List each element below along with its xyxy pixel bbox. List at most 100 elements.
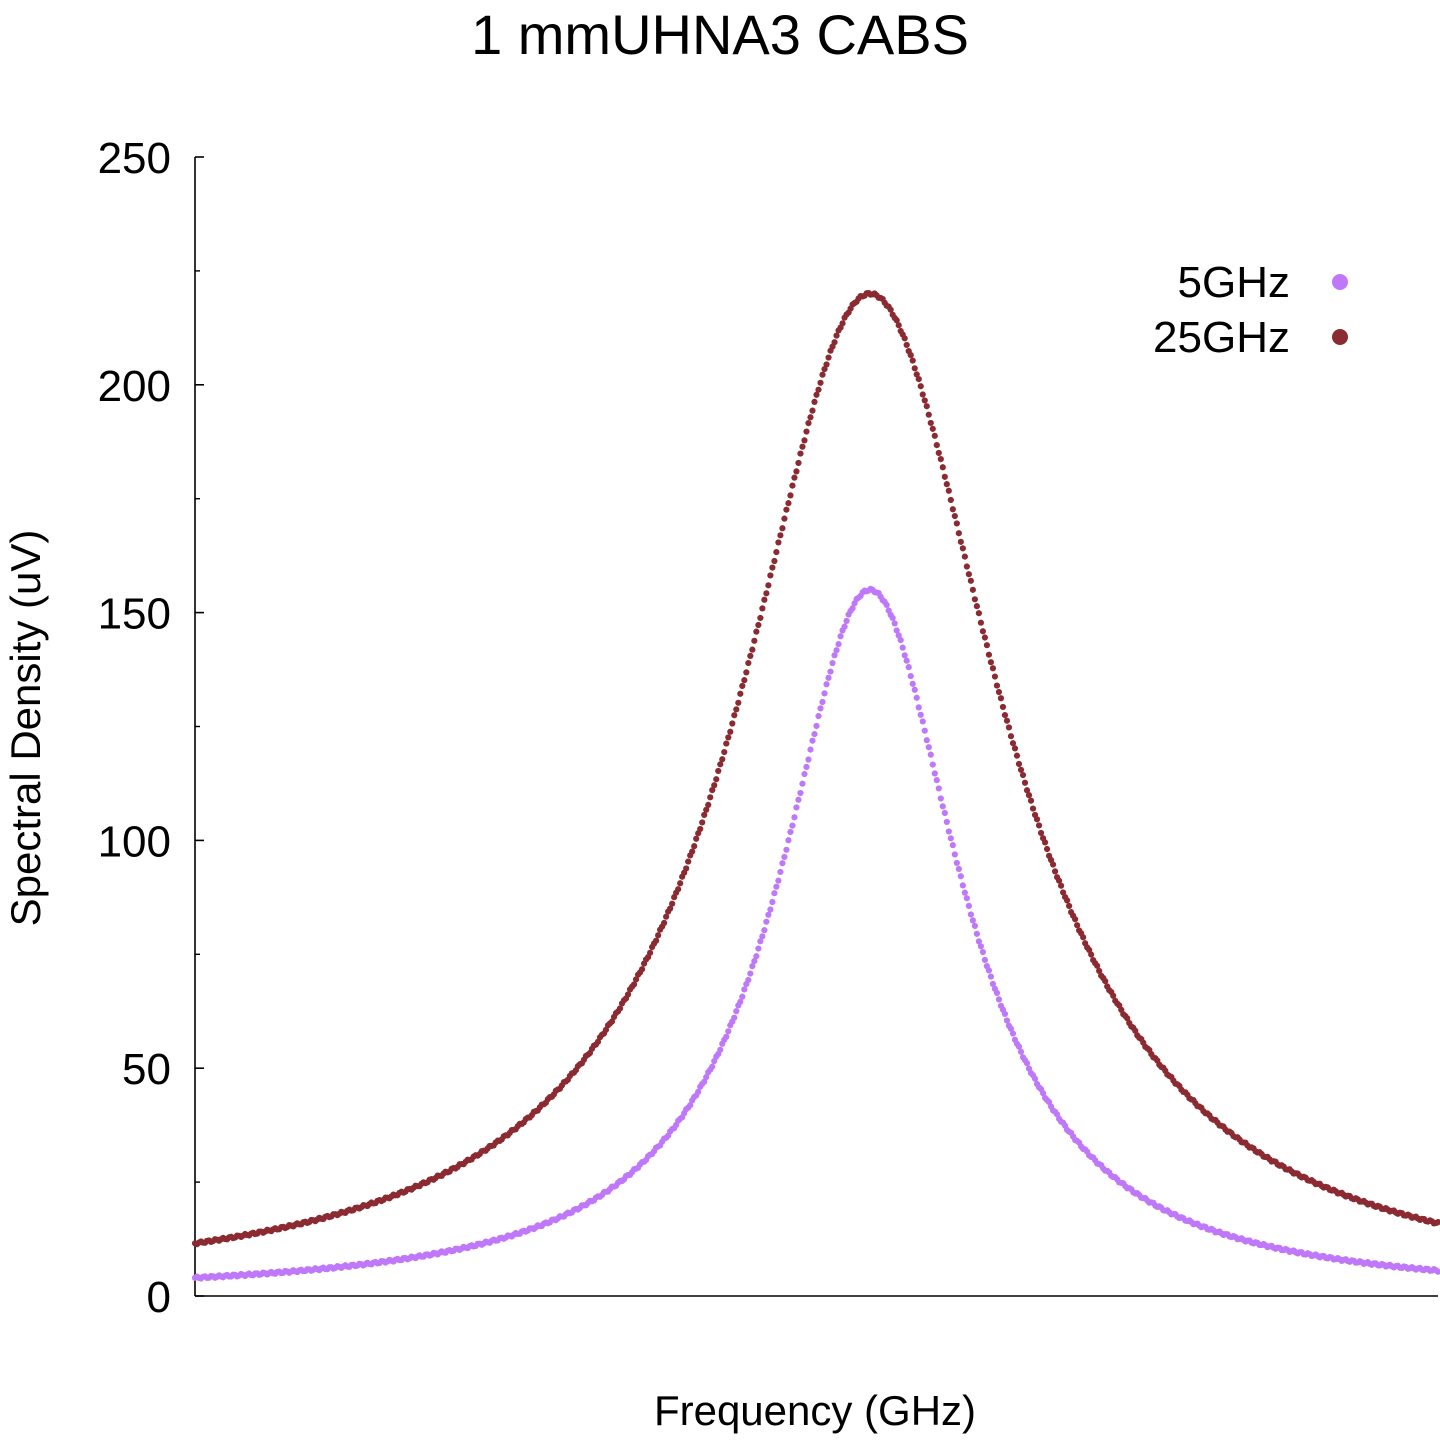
y-ticks: 0 50 100 150 200 250 — [98, 134, 204, 1322]
data-point — [1011, 745, 1019, 752]
data-point — [1057, 882, 1065, 889]
data-point — [979, 628, 987, 635]
data-point — [989, 980, 997, 988]
data-point — [721, 748, 728, 756]
data-point — [895, 632, 902, 639]
data-point — [1088, 951, 1095, 958]
data-point — [925, 744, 932, 751]
data-point — [1007, 733, 1015, 740]
data-point — [933, 442, 940, 449]
data-point — [791, 474, 798, 481]
data-point — [697, 825, 704, 833]
data-point — [893, 317, 900, 324]
data-point — [727, 728, 734, 735]
data-point — [801, 437, 808, 444]
data-point — [1003, 717, 1011, 724]
data-point — [711, 782, 718, 789]
data-point — [779, 525, 786, 532]
data-point — [923, 403, 930, 410]
data-point — [911, 365, 918, 372]
data-point — [957, 873, 964, 880]
data-point — [931, 770, 938, 777]
data-point — [991, 673, 999, 680]
legend-marker — [1332, 274, 1348, 290]
data-point — [1051, 868, 1059, 875]
data-point — [965, 571, 972, 578]
data-point — [803, 763, 810, 771]
data-point — [1009, 740, 1017, 747]
data-point — [785, 837, 792, 844]
data-point — [797, 450, 804, 457]
data-point — [687, 1102, 694, 1109]
data-point — [949, 506, 956, 513]
data-point — [799, 443, 806, 450]
data-point — [945, 828, 952, 835]
data-point — [889, 614, 896, 622]
data-point — [1009, 1030, 1017, 1037]
data-point — [791, 814, 798, 821]
data-point — [809, 737, 816, 744]
data-point — [723, 1033, 730, 1040]
data-point — [1434, 1268, 1440, 1275]
data-point — [819, 698, 826, 706]
data-point — [685, 858, 692, 865]
data-point — [883, 601, 890, 608]
data-point — [729, 720, 736, 727]
data-point — [1055, 877, 1063, 884]
data-point — [713, 776, 720, 783]
data-point — [887, 306, 894, 313]
data-point — [913, 371, 920, 378]
data-point — [807, 746, 814, 753]
data-point — [1015, 760, 1023, 768]
data-point — [937, 455, 944, 463]
data-point — [781, 515, 788, 522]
data-point — [909, 680, 916, 687]
data-point — [1025, 792, 1033, 799]
data-point — [693, 835, 700, 842]
data-point — [929, 761, 936, 768]
y-tick-label: 150 — [98, 590, 171, 639]
data-point — [823, 681, 830, 688]
data-point — [833, 332, 840, 339]
data-point — [995, 996, 1003, 1003]
data-point — [827, 668, 834, 675]
data-point — [787, 492, 794, 499]
data-point — [1023, 787, 1031, 794]
series-25GHz — [191, 290, 1440, 1248]
data-point — [959, 882, 966, 889]
data-point — [769, 564, 776, 571]
y-tick-label: 50 — [122, 1045, 171, 1094]
data-point — [747, 652, 754, 660]
data-point — [977, 943, 985, 950]
data-point — [717, 761, 724, 768]
y-tick-label: 250 — [98, 134, 171, 183]
data-point — [957, 538, 964, 545]
data-point — [787, 828, 794, 836]
data-point — [891, 620, 898, 627]
data-point — [927, 751, 934, 758]
data-point — [1039, 1090, 1047, 1097]
data-point — [943, 481, 950, 488]
data-point — [849, 605, 856, 612]
data-point — [935, 449, 942, 457]
data-point — [1021, 779, 1029, 786]
data-point — [767, 906, 774, 913]
data-point — [939, 803, 946, 810]
data-point — [1001, 1010, 1009, 1018]
data-point — [749, 646, 756, 653]
data-point — [831, 339, 838, 346]
data-point — [1102, 977, 1109, 985]
data-point — [759, 605, 766, 612]
data-point — [757, 614, 764, 622]
data-point — [993, 989, 1001, 997]
data-point — [963, 895, 970, 902]
y-tick-label: 200 — [98, 362, 171, 411]
data-point — [977, 619, 985, 626]
data-point — [953, 859, 960, 867]
data-point — [903, 341, 910, 349]
data-point — [979, 948, 987, 956]
data-point — [817, 379, 824, 386]
data-point — [939, 464, 946, 471]
data-point — [895, 322, 902, 329]
data-point — [783, 506, 790, 513]
